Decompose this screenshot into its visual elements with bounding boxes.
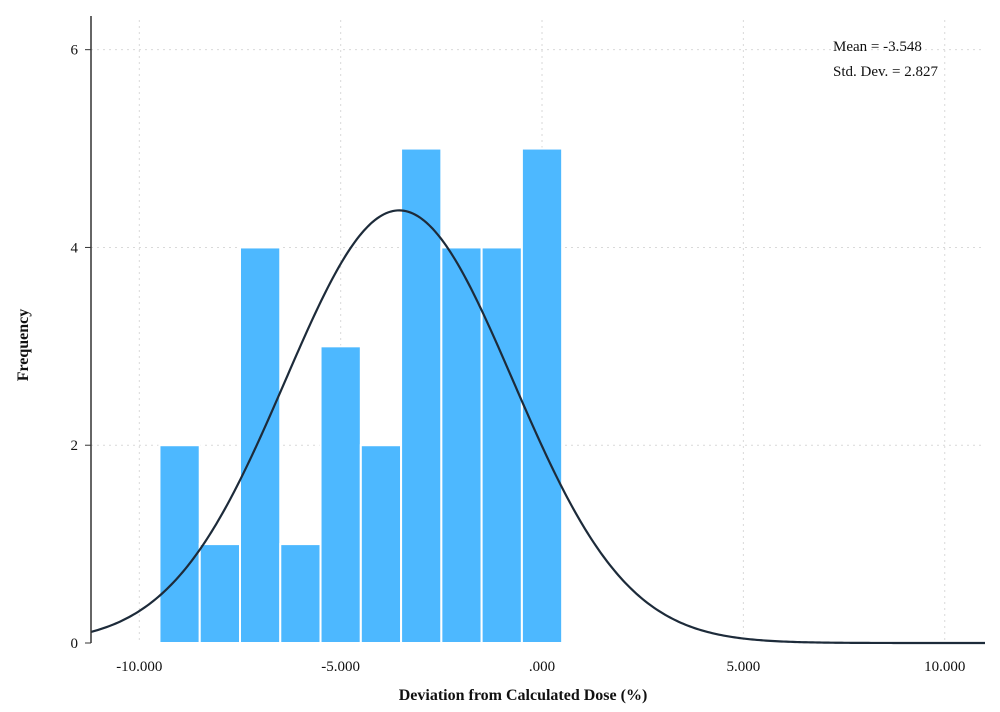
x-axis-title: Deviation from Calculated Dose (%)	[399, 687, 648, 704]
histogram-bar	[158, 444, 201, 644]
x-axis-ticks: -10.000 -5.000 .000 5.000 10.000	[116, 659, 965, 675]
std-dev-stat-label: Std. Dev. = 2.827	[833, 64, 938, 80]
x-tick-label: 5.000	[727, 659, 761, 675]
x-tick-label: 10.000	[924, 659, 965, 675]
y-tick-label: 4	[71, 240, 79, 256]
grid-lines	[91, 20, 985, 643]
histogram-bar	[480, 246, 523, 644]
histogram-bar	[359, 444, 403, 644]
x-tick-label: -10.000	[116, 659, 162, 675]
y-tick-label: 6	[71, 43, 79, 59]
histogram-bar	[198, 543, 242, 644]
y-axis-title: Frequency	[15, 309, 32, 382]
y-tick-label: 2	[71, 438, 79, 454]
histogram-bar	[400, 147, 443, 645]
x-tick-label: -5.000	[321, 659, 360, 675]
y-axis-ticks: 0 2 4 6	[71, 43, 91, 652]
y-tick-label: 0	[71, 636, 79, 652]
normal-curve	[90, 209, 985, 645]
histogram-bar	[279, 543, 322, 644]
mean-stat-label: Mean = -3.548	[833, 39, 922, 55]
histogram-bars	[158, 147, 564, 645]
histogram-bar	[239, 246, 282, 644]
histogram-bar	[440, 246, 483, 644]
histogram-bar	[520, 147, 564, 645]
x-tick-label: .000	[529, 659, 555, 675]
histogram-bar	[319, 345, 362, 644]
